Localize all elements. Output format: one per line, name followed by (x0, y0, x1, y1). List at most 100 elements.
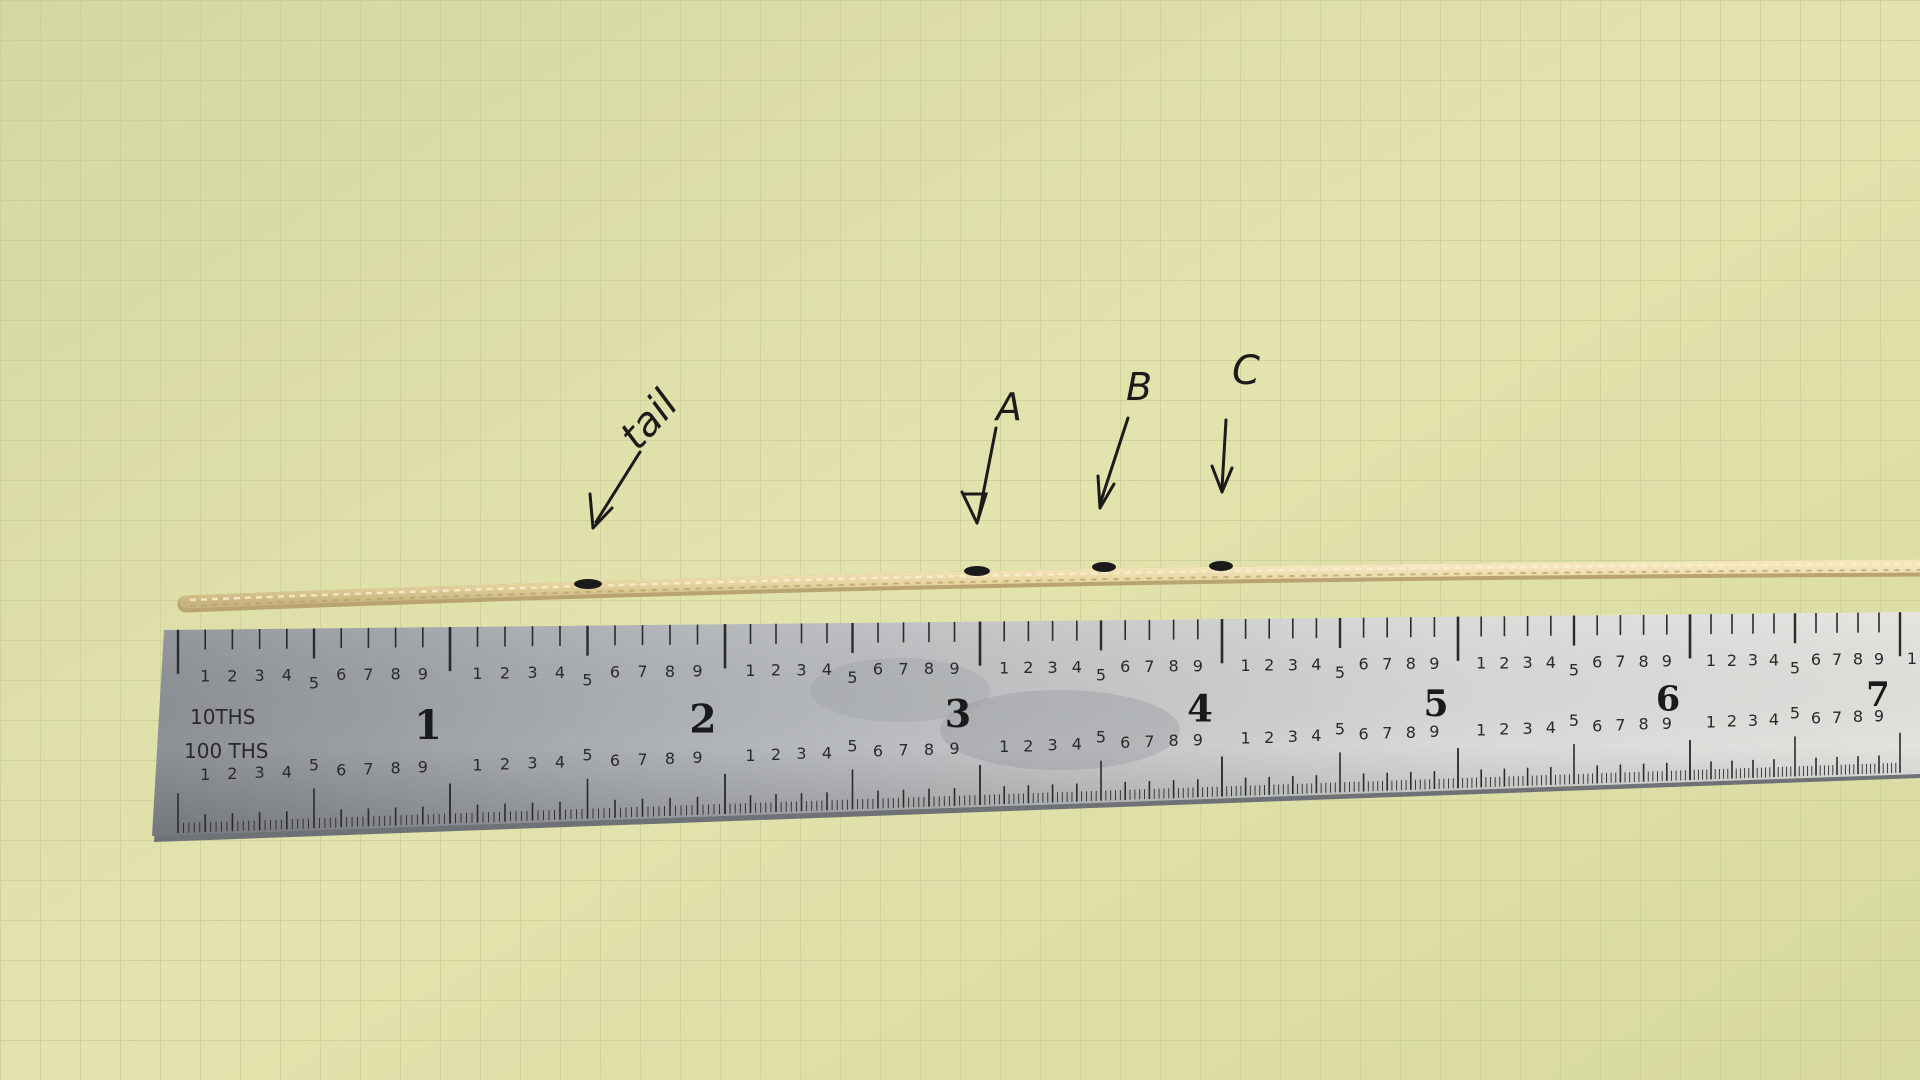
ruler-sublabel-bottom: 2 (500, 755, 510, 774)
ruler-sublabel-top: 8 (1639, 652, 1649, 671)
cord-mark-b (1092, 562, 1116, 572)
ruler-sublabel-bottom: 5 (1569, 711, 1579, 730)
ruler-sublabel-bottom: 8 (1639, 715, 1649, 734)
ruler-sublabel-top: 4 (1769, 650, 1779, 669)
ruler-inch-label: 3 (945, 691, 971, 736)
ruler-sublabel-top: 7 (1382, 654, 1392, 673)
ruler-sublabel-top: 8 (1169, 657, 1179, 676)
ruler-sublabel-bottom: 9 (1429, 722, 1439, 741)
ruler-sublabel-bottom: 9 (418, 758, 428, 777)
ruler-sublabel-top: 3 (255, 666, 265, 685)
ruler-sublabel-top: 5 (582, 671, 592, 690)
ruler-sublabel-bottom: 6 (1592, 716, 1602, 735)
ruler-sublabel-top: 6 (336, 665, 346, 684)
ruler-sublabel-bottom: 6 (1120, 733, 1130, 752)
ruler-inch-label: 7 (1866, 675, 1890, 715)
ruler-sublabel-top: 3 (1288, 655, 1298, 674)
ruler-sublabel-bottom: 4 (555, 753, 565, 772)
ruler-sublabel-top: 1 (200, 667, 210, 686)
arrow-a-icon (976, 426, 998, 522)
ruler-sublabel-bottom: 1 (472, 756, 482, 775)
ruler-sublabel-bottom: 5 (1096, 728, 1106, 747)
ruler-sublabel-top: 9 (418, 664, 428, 683)
ruler-sublabel-bottom: 9 (692, 748, 702, 767)
cord-mark-tail (574, 579, 602, 589)
ruler-sublabel-bottom: 1 (1706, 712, 1716, 731)
ruler-sublabel-top: 2 (227, 666, 237, 685)
braided-cord (177, 559, 1920, 613)
ruler-inch-label: 6 (1656, 679, 1680, 720)
ruler-sublabel-bottom: 7 (637, 750, 647, 769)
ruler-sublabel-top: 6 (1359, 655, 1369, 674)
ruler-sublabel-bottom: 7 (898, 741, 908, 760)
ruler-sublabel-bottom: 9 (949, 739, 959, 758)
ruler-sublabel-top: 9 (1429, 654, 1439, 673)
ruler-inch-label: 5 (1423, 683, 1448, 725)
ruler-sublabel-top: 7 (1615, 652, 1625, 671)
ruler-sublabel-bottom: 2 (1264, 728, 1274, 747)
ruler-sublabel-bottom: 6 (610, 751, 620, 770)
ruler-sublabel-bottom: 8 (1853, 707, 1863, 726)
ruler-sublabel-top: 5 (1096, 665, 1106, 684)
ruler-sublabel-top: 2 (1727, 651, 1737, 670)
ruler-sublabel-bottom: 3 (1288, 727, 1298, 746)
ruler-sublabel-top: 3 (1523, 653, 1533, 672)
ruler-sublabel-bottom: 3 (255, 763, 265, 782)
ruler-sublabel-top: 5 (847, 668, 857, 687)
ruler-sublabel-top: 8 (1853, 650, 1863, 669)
ruler-sublabel-bottom: 8 (1169, 731, 1179, 750)
ruler-sublabel-top: 5 (1335, 663, 1345, 682)
ruler-sublabel-top: 4 (1311, 655, 1321, 674)
ruler-sublabel-bottom: 7 (1382, 724, 1392, 743)
annotation-a: A (960, 385, 1022, 525)
ruler-sublabel-top: 3 (527, 663, 537, 682)
ruler-partial-label: 1 (1907, 649, 1917, 668)
label-b: B (1126, 365, 1152, 409)
ruler-sublabel-top: 8 (391, 665, 401, 684)
ruler-sublabel-bottom: 9 (1662, 714, 1672, 733)
ruler-sublabel-bottom: 2 (1727, 712, 1737, 731)
ruler-sublabel-top: 7 (637, 662, 647, 681)
ruler-sublabel-bottom: 6 (1359, 725, 1369, 744)
ruler-sublabel-top: 6 (873, 660, 883, 679)
ruler-sublabel-top: 4 (555, 663, 565, 682)
ruler-sublabel-bottom: 1 (1476, 720, 1486, 739)
ruler-sublabel-bottom: 7 (1615, 716, 1625, 735)
ruler-sublabel-top: 8 (1406, 654, 1416, 673)
ruler-sublabel-top: 3 (1048, 658, 1058, 677)
ruler-sublabel-top: 7 (898, 659, 908, 678)
ruler-sublabel-top: 7 (1144, 657, 1154, 676)
ruler-sublabel-bottom: 8 (1406, 723, 1416, 742)
ruler-sublabel-bottom: 5 (1790, 703, 1800, 722)
ruler-sublabel-top: 9 (1193, 656, 1203, 675)
ruler-sublabel-top: 2 (1264, 656, 1274, 675)
ruler-sublabel-bottom: 1 (999, 737, 1009, 756)
ruler-sublabel-bottom: 5 (1335, 719, 1345, 738)
ruler-sublabel-top: 6 (610, 662, 620, 681)
cord-mark-c (1209, 561, 1233, 571)
annotation-c: C (1210, 348, 1260, 494)
ruler-sublabel-bottom: 4 (282, 762, 292, 781)
ruler-sublabel-bottom: 8 (924, 740, 934, 759)
ruler-sublabel-bottom: 4 (1769, 710, 1779, 729)
ruler-sublabel-bottom: 1 (1241, 729, 1251, 748)
ruler-sublabel-bottom: 2 (771, 745, 781, 764)
ruler-sublabel-bottom: 2 (1023, 736, 1033, 755)
ruler-sublabel-top: 1 (1241, 656, 1251, 675)
ruler-sublabel-top: 3 (1748, 651, 1758, 670)
ruler-sublabel-bottom: 5 (582, 746, 592, 765)
ruler-sublabel-bottom: 9 (1193, 730, 1203, 749)
ruler-sublabel-top: 9 (1874, 649, 1884, 668)
ruler-sublabel-top: 7 (1832, 650, 1842, 669)
ruler-sublabel-bottom: 8 (665, 749, 675, 768)
ruler-sublabel-top: 4 (1546, 653, 1556, 672)
ruler-sublabel-bottom: 3 (1748, 711, 1758, 730)
ruler-sublabel-top: 1 (745, 661, 755, 680)
ruler-sublabel-bottom: 5 (847, 736, 857, 755)
ruler-sublabel-top: 9 (1662, 652, 1672, 671)
ruler-scale-tenths: 10THS (190, 705, 255, 729)
ruler-sublabel-bottom: 9 (1874, 706, 1884, 725)
ruler-sublabel-top: 9 (949, 659, 959, 678)
